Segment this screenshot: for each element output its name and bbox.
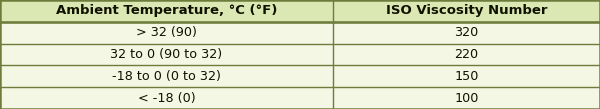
Text: 150: 150 [454,70,479,83]
Bar [333,87,600,109]
Bar [0,22,333,44]
Text: < -18 (0): < -18 (0) [137,92,196,105]
Bar [333,65,600,87]
Bar [333,0,600,22]
Text: 100: 100 [454,92,479,105]
Bar [333,44,600,65]
Text: 320: 320 [454,26,479,39]
Text: Ambient Temperature, °C (°F): Ambient Temperature, °C (°F) [56,4,277,17]
Text: 32 to 0 (90 to 32): 32 to 0 (90 to 32) [110,48,223,61]
Bar [333,22,600,44]
Bar [0,44,333,65]
Bar [0,0,333,22]
Text: -18 to 0 (0 to 32): -18 to 0 (0 to 32) [112,70,221,83]
Text: ISO Viscosity Number: ISO Viscosity Number [386,4,547,17]
Text: > 32 (90): > 32 (90) [136,26,197,39]
Text: 220: 220 [454,48,479,61]
Bar [0,65,333,87]
Bar [0,87,333,109]
